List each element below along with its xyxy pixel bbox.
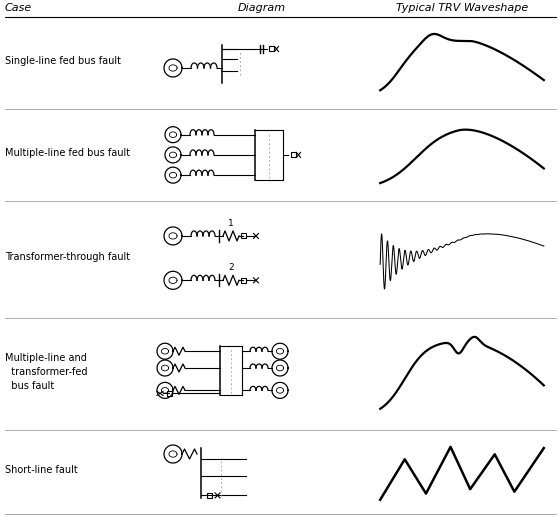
Text: Diagram: Diagram <box>237 3 286 13</box>
Bar <box>291 152 296 158</box>
Text: Multiple-line fed bus fault: Multiple-line fed bus fault <box>5 148 130 158</box>
Text: Case: Case <box>5 3 32 13</box>
Text: 1: 1 <box>228 219 234 228</box>
Bar <box>240 278 245 283</box>
Text: 2: 2 <box>228 263 234 272</box>
Text: Typical TRV Waveshape: Typical TRV Waveshape <box>396 3 528 13</box>
Text: Single-line fed bus fault: Single-line fed bus fault <box>5 56 121 66</box>
Text: Short-line fault: Short-line fault <box>5 465 78 475</box>
Bar <box>268 46 273 52</box>
Text: Multiple-line and
  transformer-fed
  bus fault: Multiple-line and transformer-fed bus fa… <box>5 353 87 390</box>
Bar <box>207 493 212 498</box>
Bar <box>240 233 245 238</box>
Text: Transformer-through fault: Transformer-through fault <box>5 252 130 262</box>
Bar <box>166 391 171 396</box>
